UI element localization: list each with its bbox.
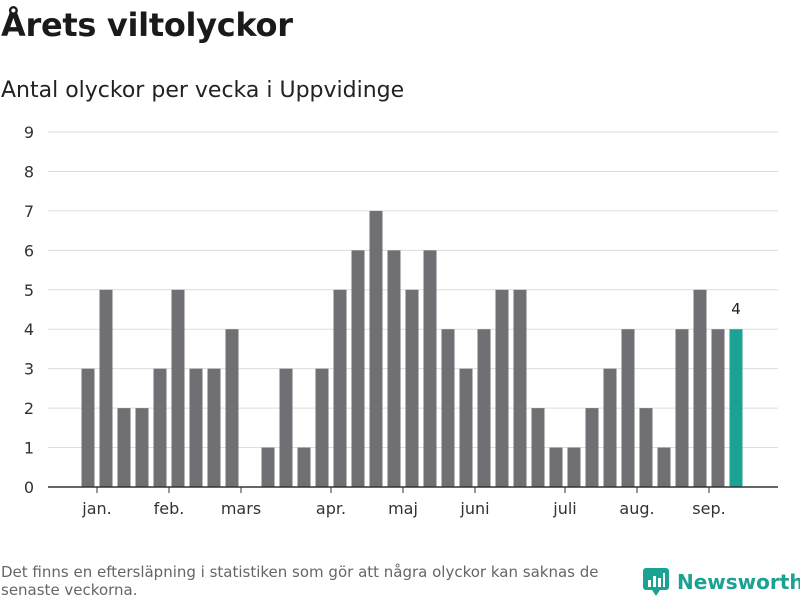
bar — [675, 329, 689, 487]
chart-subtitle: Antal olyckor per vecka i Uppvidinge — [1, 78, 405, 103]
bar — [477, 329, 491, 487]
x-tick-label: aug. — [619, 499, 654, 518]
bar — [531, 408, 545, 487]
y-tick-label: 8 — [24, 162, 34, 181]
x-tick-label: mars — [221, 499, 261, 518]
bar-current-week — [729, 329, 743, 487]
brand-name: Newsworthy — [677, 570, 800, 594]
x-tick-label: feb. — [154, 499, 185, 518]
bar — [549, 447, 563, 487]
bar — [153, 368, 167, 487]
y-tick-label: 0 — [24, 478, 34, 497]
x-tick-label: jan. — [81, 499, 111, 518]
data-labels: 4 — [731, 300, 741, 318]
bar — [693, 289, 707, 487]
bar — [117, 408, 131, 487]
x-tick-label: maj — [388, 499, 418, 518]
bar — [279, 368, 293, 487]
bar — [495, 289, 509, 487]
newsworthy-logo-icon — [643, 568, 669, 596]
bar — [171, 289, 185, 487]
y-tick-label: 2 — [24, 399, 34, 418]
y-axis-ticks: 0 1 2 3 4 5 6 7 8 9 — [24, 123, 34, 497]
bar — [657, 447, 671, 487]
y-tick-label: 3 — [24, 360, 34, 379]
bar — [423, 250, 437, 487]
y-tick-label: 6 — [24, 241, 34, 260]
bar — [225, 329, 239, 487]
bar — [297, 447, 311, 487]
x-tick-label: sep. — [692, 499, 725, 518]
bar-chart: 0 1 2 3 4 5 6 7 8 9 jan. feb. mars apr. maj juni juli au… — [24, 123, 778, 518]
bar — [513, 289, 527, 487]
bars — [81, 210, 743, 487]
y-tick-label: 7 — [24, 202, 34, 221]
bar — [207, 368, 221, 487]
y-tick-label: 9 — [24, 123, 34, 142]
bar — [387, 250, 401, 487]
bar — [567, 447, 581, 487]
brand[interactable]: Newsworthy — [643, 568, 800, 596]
x-tick-label: juli — [552, 499, 576, 518]
bar — [405, 289, 419, 487]
bar — [135, 408, 149, 487]
y-tick-label: 1 — [24, 439, 34, 458]
bar — [351, 250, 365, 487]
bar — [261, 447, 275, 487]
bar — [621, 329, 635, 487]
bar — [585, 408, 599, 487]
bar — [333, 289, 347, 487]
bar — [639, 408, 653, 487]
bar — [459, 368, 473, 487]
chart-title: Årets viltolyckor — [1, 6, 293, 44]
bar — [81, 368, 95, 487]
data-label: 4 — [731, 300, 741, 318]
bar — [441, 329, 455, 487]
bar — [711, 329, 725, 487]
bar — [369, 210, 383, 487]
x-tick-label: juni — [459, 499, 489, 518]
bar — [189, 368, 203, 487]
footnote: Det finns en eftersläpning i statistiken… — [1, 563, 599, 599]
x-axis-ticks: jan. feb. mars apr. maj juni juli aug. sep. — [81, 487, 726, 518]
y-tick-label: 4 — [24, 320, 34, 339]
y-tick-label: 5 — [24, 281, 34, 300]
bar — [99, 289, 113, 487]
bar — [315, 368, 329, 487]
x-tick-label: apr. — [316, 499, 346, 518]
bar — [603, 368, 617, 487]
